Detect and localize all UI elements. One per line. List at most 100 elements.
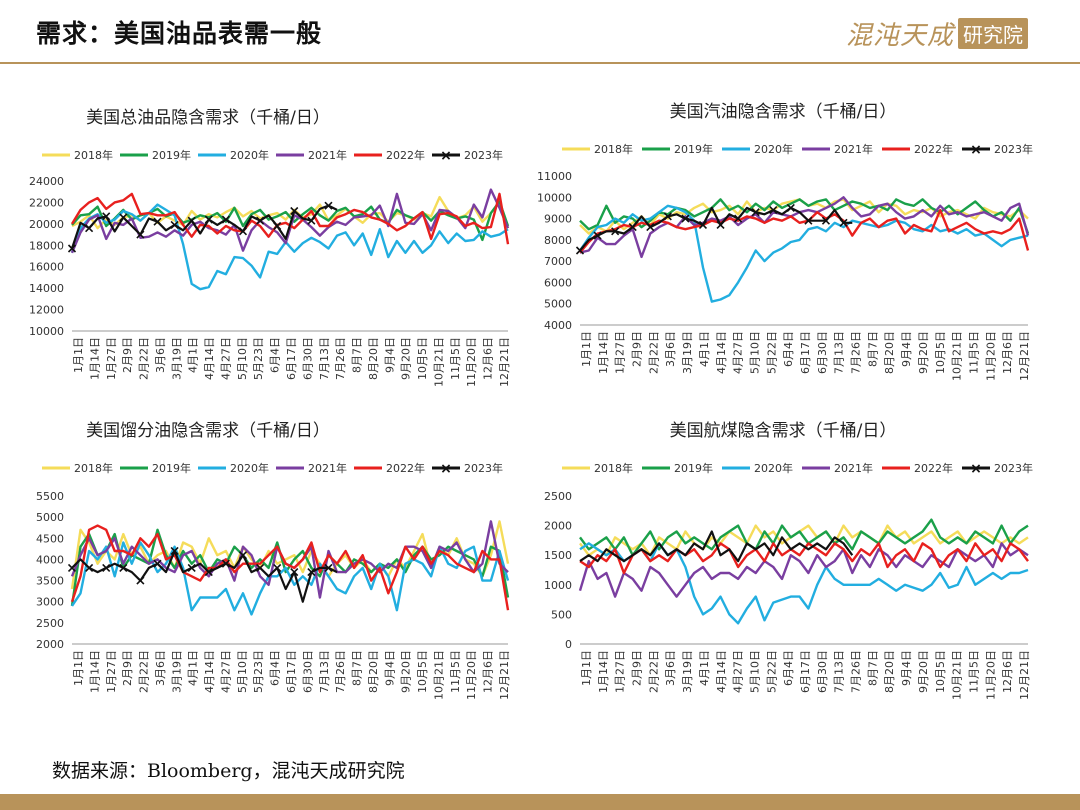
legend-item: 2021年 (802, 461, 873, 475)
y-tick-label: 14000 (29, 282, 64, 295)
series-point (256, 216, 265, 225)
x-tick-label: 3月6日 (664, 650, 677, 686)
series-point (85, 563, 94, 572)
y-tick-label: 8000 (544, 234, 572, 247)
x-tick-label: 6月17日 (285, 650, 298, 693)
series-point (187, 216, 196, 225)
chart-total-oil: 美国总油品隐含需求（千桶/日） 2018年 2019年 2020年 2021年 2022年… (29, 108, 511, 387)
series-point (324, 201, 333, 210)
series-point (153, 559, 162, 568)
legend-item: 2020年 (198, 148, 269, 162)
x-tick-label: 10月21日 (951, 331, 964, 381)
legend-item: × 2023年 (962, 142, 1033, 158)
series-2019 (70, 528, 510, 607)
y-tick-label: 7000 (544, 255, 572, 268)
legend-item: 2018年 (562, 142, 633, 156)
x-tick-label: 3月6日 (154, 650, 167, 686)
x-tick-label: 1月14日 (597, 650, 610, 693)
chart-distillate: 美国馏分油隐含需求（千桶/日） 2018年 2019年 2020年 2021年 2022年… (36, 421, 511, 700)
x-tick-label: 11月5日 (967, 650, 980, 693)
x-tick-label: 11月20日 (465, 337, 478, 387)
x-tick-label: 7月26日 (334, 650, 347, 693)
x-tick-label: 9月4日 (383, 337, 396, 373)
chart-title: 美国汽油隐含需求（千桶/日） (670, 102, 897, 122)
x-tick-label: 3月19日 (170, 337, 183, 380)
series-point (324, 563, 333, 572)
x-tick-label: 11月20日 (984, 331, 997, 381)
legend-label: 2020年 (230, 148, 269, 162)
series-point (663, 212, 672, 221)
x-tick-label: 10月5日 (416, 337, 429, 380)
x-tick-label: 1月1日 (72, 337, 85, 373)
y-tick-label: 4500 (36, 532, 64, 545)
legend-item: 2019年 (120, 461, 191, 475)
y-tick-label: 2500 (36, 617, 64, 630)
y-tick-label: 5500 (36, 490, 64, 503)
x-tick-label: 5月23日 (252, 650, 265, 693)
series-2023 (67, 546, 338, 603)
x-tick-label: 6月30日 (816, 331, 829, 374)
x-tick-label: 9月20日 (917, 331, 930, 374)
series-line (579, 542, 1029, 575)
x-tick-label: 2月22日 (138, 337, 151, 380)
series-point (102, 563, 111, 572)
legend-label: 2022年 (386, 461, 425, 475)
series-point (698, 220, 708, 230)
x-tick-label: 5月10日 (748, 331, 761, 374)
series-point (290, 206, 299, 216)
y-tick-label: 10000 (537, 191, 572, 204)
y-tick-label: 3500 (36, 575, 64, 588)
x-tick-label: 3月19日 (170, 650, 183, 693)
x-tick-label: 2月22日 (647, 650, 660, 693)
x-tick-label: 9月4日 (900, 650, 913, 686)
x-tick-label: 12月6日 (1001, 331, 1014, 374)
x-tick-label: 2月22日 (138, 650, 151, 693)
series-point (646, 223, 655, 232)
x-tick-label: 5月10日 (748, 650, 761, 693)
series-2023 (579, 530, 854, 563)
x-tick-label: 1月27日 (105, 337, 118, 380)
legend-item: 2020年 (722, 461, 793, 475)
y-tick-label: 2500 (544, 490, 572, 503)
footer-bar (0, 794, 1080, 810)
series-point (716, 220, 725, 230)
series-point (786, 203, 795, 212)
x-tick-label: 12月21日 (498, 650, 511, 700)
x-tick-label: 1月14日 (88, 337, 101, 380)
series-2018 (579, 524, 1029, 557)
series-point (204, 568, 213, 577)
x-tick-label: 10月5日 (934, 331, 947, 374)
chart-title: 美国航煤隐含需求（千桶/日） (670, 421, 897, 441)
x-tick-label: 1月1日 (72, 650, 85, 686)
x-tick-label: 10月21日 (432, 337, 445, 387)
series-point (273, 563, 282, 572)
legend-item: 2020年 (198, 461, 269, 475)
series-point (119, 563, 128, 572)
x-tick-label: 6月4日 (269, 650, 282, 686)
y-tick-label: 5000 (36, 511, 64, 524)
series-2021 (578, 542, 1029, 598)
series-line (578, 542, 1029, 598)
x-tick-label: 3月19日 (681, 650, 694, 693)
series-line (70, 528, 510, 607)
legend-label: 2023年 (994, 461, 1033, 475)
series-line (579, 204, 1029, 303)
x-tick-label: 12月6日 (1001, 650, 1014, 693)
legend-marker: × (970, 461, 982, 477)
x-tick-label: 6月17日 (799, 331, 812, 374)
series-2021 (579, 196, 1030, 259)
legend-item: × 2023年 (432, 148, 503, 164)
series-point (769, 205, 778, 215)
x-tick-label: 3月19日 (681, 331, 694, 374)
series-2022 (70, 524, 510, 611)
legend-label: 2022年 (914, 142, 953, 156)
legend-item: 2019年 (642, 142, 713, 156)
x-tick-label: 4月1日 (698, 650, 711, 686)
legend-item: 2022年 (882, 461, 953, 475)
series-point (153, 217, 162, 226)
series-point (256, 563, 265, 572)
x-tick-label: 8月20日 (883, 331, 896, 374)
legend-label: 2023年 (994, 142, 1033, 156)
y-tick-label: 3000 (36, 596, 64, 609)
legend-item: 2018年 (42, 461, 113, 475)
